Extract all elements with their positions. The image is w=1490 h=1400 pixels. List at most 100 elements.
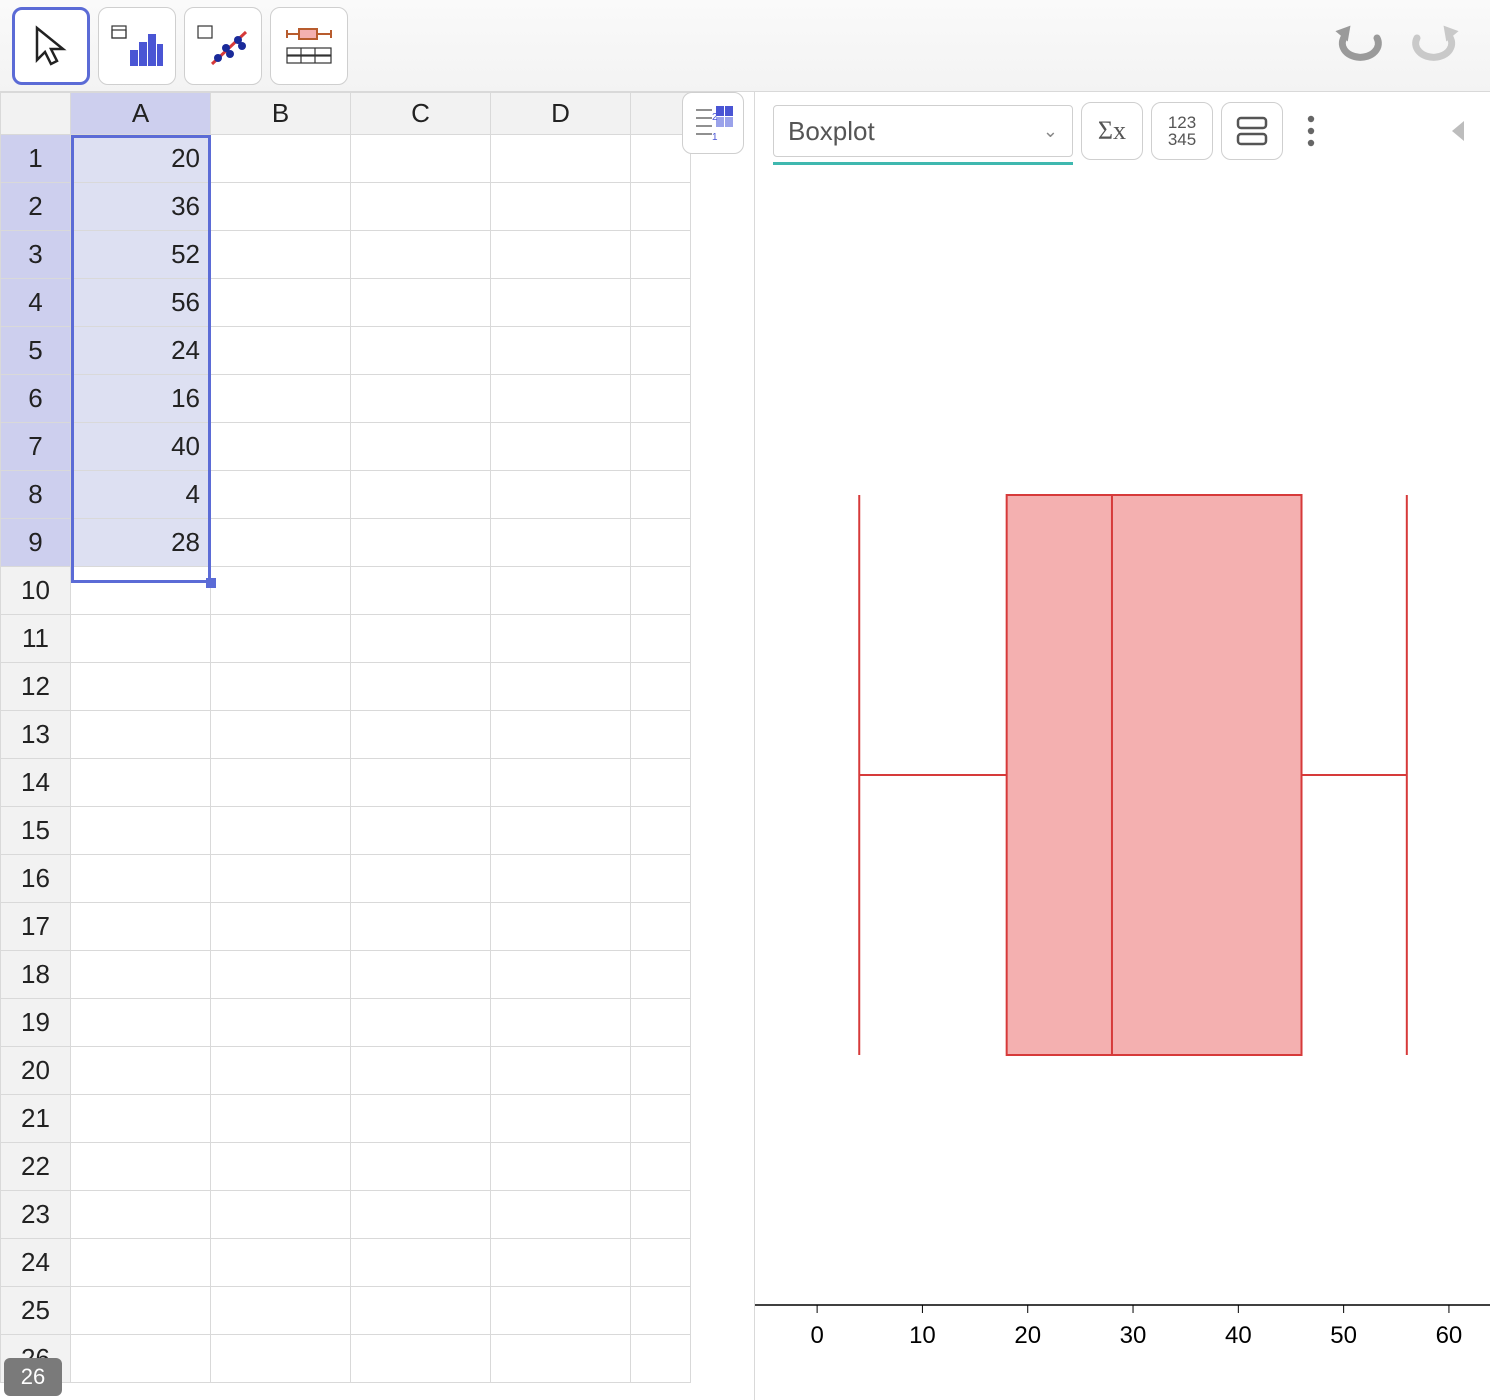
cell[interactable]: [491, 327, 631, 375]
cell[interactable]: [491, 663, 631, 711]
cell[interactable]: [351, 327, 491, 375]
cell[interactable]: [71, 1047, 211, 1095]
column-header-C[interactable]: C: [351, 93, 491, 135]
cell[interactable]: [351, 183, 491, 231]
multi-boxplot-tool-button[interactable]: [270, 7, 348, 85]
cell[interactable]: [71, 903, 211, 951]
show-data-button[interactable]: 123345: [1151, 102, 1213, 160]
cell[interactable]: [211, 519, 351, 567]
cell[interactable]: [491, 759, 631, 807]
cell[interactable]: [211, 615, 351, 663]
column-header-B[interactable]: B: [211, 93, 351, 135]
row-header[interactable]: 20: [1, 1047, 71, 1095]
cell[interactable]: [71, 1239, 211, 1287]
row-header[interactable]: 17: [1, 903, 71, 951]
cell[interactable]: [351, 1335, 491, 1383]
cell[interactable]: [351, 567, 491, 615]
cell[interactable]: [71, 999, 211, 1047]
cell[interactable]: [491, 1191, 631, 1239]
row-header[interactable]: 25: [1, 1287, 71, 1335]
sigma-stats-button[interactable]: Σx: [1081, 102, 1143, 160]
cell[interactable]: [211, 711, 351, 759]
cell[interactable]: [491, 807, 631, 855]
cell[interactable]: [351, 279, 491, 327]
redo-button[interactable]: [1402, 18, 1472, 74]
cell[interactable]: [71, 1191, 211, 1239]
cell[interactable]: [211, 951, 351, 999]
row-header[interactable]: 1: [1, 135, 71, 183]
cell[interactable]: [351, 711, 491, 759]
cell[interactable]: [211, 327, 351, 375]
cell[interactable]: [71, 1335, 211, 1383]
cell[interactable]: [351, 375, 491, 423]
row-header[interactable]: 23: [1, 1191, 71, 1239]
insert-column-button[interactable]: 1 2: [682, 92, 744, 154]
cell[interactable]: [491, 951, 631, 999]
cell[interactable]: [351, 903, 491, 951]
row-header[interactable]: 18: [1, 951, 71, 999]
chart-type-select[interactable]: Boxplot ⌄: [773, 105, 1073, 157]
cell[interactable]: [491, 183, 631, 231]
cell[interactable]: [491, 1095, 631, 1143]
row-header[interactable]: 8: [1, 471, 71, 519]
row-header[interactable]: 10: [1, 567, 71, 615]
corner-cell[interactable]: [1, 93, 71, 135]
row-header[interactable]: 11: [1, 615, 71, 663]
cell[interactable]: [491, 279, 631, 327]
cell[interactable]: [491, 1143, 631, 1191]
cell[interactable]: [351, 663, 491, 711]
cell[interactable]: [491, 999, 631, 1047]
cell[interactable]: [71, 567, 211, 615]
plot-area[interactable]: 0102030405060: [755, 165, 1490, 1400]
cell[interactable]: [211, 471, 351, 519]
collapse-panel-button[interactable]: [1438, 102, 1478, 160]
cell[interactable]: [351, 423, 491, 471]
cell[interactable]: [71, 711, 211, 759]
row-header[interactable]: 13: [1, 711, 71, 759]
row-header[interactable]: 3: [1, 231, 71, 279]
cell[interactable]: [211, 1143, 351, 1191]
row-header[interactable]: 6: [1, 375, 71, 423]
cell[interactable]: [351, 999, 491, 1047]
row-header[interactable]: 4: [1, 279, 71, 327]
row-header[interactable]: 5: [1, 327, 71, 375]
cell[interactable]: 20: [71, 135, 211, 183]
cell[interactable]: [491, 423, 631, 471]
cell[interactable]: [351, 807, 491, 855]
cell[interactable]: [491, 1047, 631, 1095]
cell[interactable]: [491, 471, 631, 519]
cell[interactable]: [211, 1335, 351, 1383]
cell[interactable]: [71, 1095, 211, 1143]
cell[interactable]: [351, 615, 491, 663]
cell[interactable]: [491, 135, 631, 183]
cell[interactable]: [351, 519, 491, 567]
row-header[interactable]: 12: [1, 663, 71, 711]
cell[interactable]: [71, 951, 211, 999]
two-variable-tool-button[interactable]: [184, 7, 262, 85]
cell[interactable]: [211, 231, 351, 279]
cell[interactable]: [351, 855, 491, 903]
cell[interactable]: [211, 855, 351, 903]
spreadsheet-grid[interactable]: ABCD120236352456524616740849281011121314…: [0, 92, 691, 1383]
cell[interactable]: [211, 279, 351, 327]
cell[interactable]: 4: [71, 471, 211, 519]
chart-menu-button[interactable]: [1291, 102, 1331, 160]
cell[interactable]: [351, 951, 491, 999]
cell[interactable]: [211, 423, 351, 471]
cell[interactable]: [211, 135, 351, 183]
cell[interactable]: [351, 759, 491, 807]
row-header[interactable]: 14: [1, 759, 71, 807]
one-variable-tool-button[interactable]: [98, 7, 176, 85]
cell[interactable]: [491, 1239, 631, 1287]
cell[interactable]: [491, 567, 631, 615]
cell[interactable]: [211, 1047, 351, 1095]
column-header-A[interactable]: A: [71, 93, 211, 135]
cell[interactable]: [351, 231, 491, 279]
cell[interactable]: [351, 135, 491, 183]
cell[interactable]: [71, 759, 211, 807]
row-header[interactable]: 19: [1, 999, 71, 1047]
cell[interactable]: [351, 1239, 491, 1287]
row-header[interactable]: 15: [1, 807, 71, 855]
cell[interactable]: [71, 855, 211, 903]
cell[interactable]: [351, 1191, 491, 1239]
